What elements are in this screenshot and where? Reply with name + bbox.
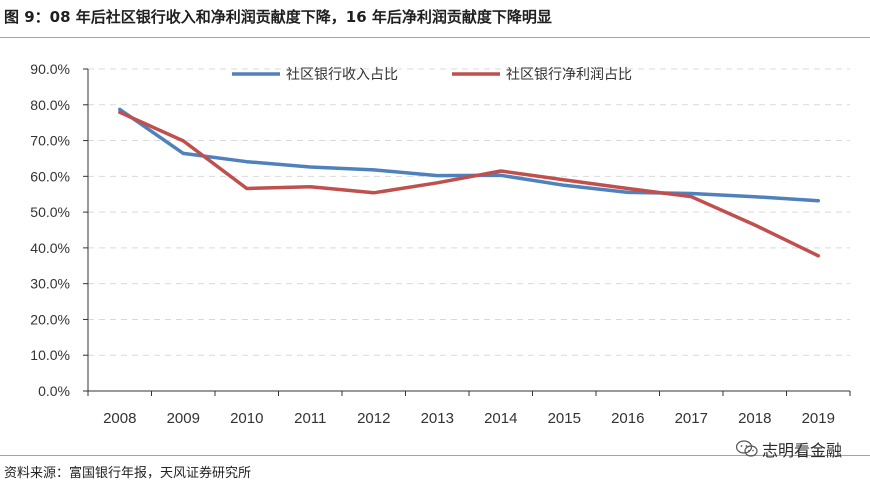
y-tick-label: 40.0% — [30, 240, 70, 256]
y-tick-label: 10.0% — [30, 347, 70, 363]
legend-label-1: 社区银行收入占比 — [286, 67, 398, 83]
bottom-divider — [0, 455, 870, 456]
x-tick-label: 2019 — [802, 410, 835, 427]
line-chart: 0.0% 10.0% 20.0% 30.0% 40.0% 50.0% 60.0% 70.0% 8… — [30, 61, 851, 427]
y-tick-label: 30.0% — [30, 276, 70, 292]
x-tick-label: 2016 — [611, 410, 644, 427]
x-axis: 2008 2009 2010 2011 2012 2013 2014 2015 2016 2017… — [87, 69, 851, 427]
y-tick-label: 60.0% — [30, 168, 70, 184]
x-tick-label: 2014 — [484, 410, 517, 427]
x-tick-label: 2010 — [230, 410, 263, 427]
y-tick-label: 70.0% — [30, 133, 70, 149]
x-tick-label: 2015 — [548, 410, 581, 427]
y-tick-label: 20.0% — [30, 311, 70, 327]
y-tick-label: 80.0% — [30, 97, 70, 113]
x-tick-label: 2012 — [357, 410, 390, 427]
y-tick-label: 50.0% — [30, 204, 70, 220]
figure-title: 图 9：08 年后社区银行收入和净利润贡献度下降，16 年后净利润贡献度下降明显 — [4, 8, 552, 26]
x-tick-label: 2009 — [167, 410, 200, 427]
watermark: 志明看金融 — [735, 437, 842, 461]
gridlines — [88, 68, 850, 356]
wechat-icon — [735, 440, 758, 457]
x-tick-label: 2013 — [421, 410, 454, 427]
watermark-text: 志明看金融 — [761, 441, 842, 460]
x-tick-label: 2017 — [675, 410, 708, 427]
series-lines — [118, 107, 821, 258]
x-tick-label: 2018 — [738, 410, 771, 427]
legend: 社区银行收入占比 社区银行净利润占比 — [232, 67, 632, 83]
series-line-2 — [118, 110, 821, 258]
y-tick-label: 90.0% — [30, 61, 70, 77]
source-note: 资料来源：富国银行年报，天风证券研究所 — [4, 466, 252, 481]
legend-label-2: 社区银行净利润占比 — [506, 67, 632, 83]
x-tick-label: 2011 — [294, 410, 326, 427]
series-line-1 — [118, 107, 821, 203]
y-tick-label: 0.0% — [38, 383, 70, 399]
x-tick-label: 2008 — [103, 410, 136, 427]
top-divider — [0, 37, 870, 38]
y-axis-ticks: 0.0% 10.0% 20.0% 30.0% 40.0% 50.0% 60.0% 70.0% 8… — [30, 61, 88, 399]
